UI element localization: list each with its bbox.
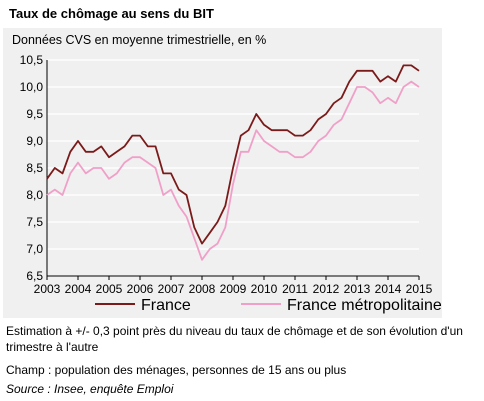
series-line-france (46, 64, 420, 245)
y-tick-label: 7,5 (26, 215, 43, 229)
source-note: Source : Insee, enquête Emploi (6, 382, 174, 396)
y-tick-label: 8,0 (26, 188, 43, 202)
x-tick-label: 2009 (220, 282, 247, 296)
y-tick-label: 9,5 (26, 107, 43, 121)
chart-panel: Données CVS en moyenne trimestrielle, en… (3, 28, 442, 318)
x-tick-label: 2007 (158, 282, 185, 296)
x-tick-label: 2004 (65, 282, 92, 296)
estimation-note: Estimation à +/- 0,3 point près du nivea… (6, 324, 463, 354)
chart-subtitle: Données CVS en moyenne trimestrielle, en… (12, 33, 266, 47)
x-tick-label: 2005 (96, 282, 123, 296)
series-line-france-metropolitaine (46, 80, 420, 261)
y-tick-label: 10,0 (20, 80, 44, 94)
x-tick-label: 2006 (127, 282, 154, 296)
x-tick-label: 2010 (251, 282, 278, 296)
chart-title: Taux de chômage au sens du BIT (9, 6, 214, 21)
x-tick-label: 2015 (406, 282, 433, 296)
legend-label: France métropolitaine (287, 297, 442, 314)
scope-note: Champ : population des ménages, personne… (6, 363, 347, 377)
x-tick-label: 2012 (313, 282, 340, 296)
x-tick-label: 2003 (34, 282, 61, 296)
y-tick-label: 6,5 (26, 269, 43, 283)
x-tick-label: 2011 (282, 282, 308, 296)
x-tick-label: 2014 (375, 282, 402, 296)
y-tick-label: 9,0 (26, 134, 43, 148)
legend-label: France (141, 297, 191, 314)
x-tick-label: 2008 (189, 282, 216, 296)
line-chart: Données CVS en moyenne trimestrielle, en… (12, 33, 442, 314)
y-tick-label: 10,5 (20, 53, 44, 67)
x-tick-label: 2013 (344, 282, 371, 296)
y-tick-label: 8,5 (26, 161, 43, 175)
y-tick-label: 7,0 (26, 242, 43, 256)
